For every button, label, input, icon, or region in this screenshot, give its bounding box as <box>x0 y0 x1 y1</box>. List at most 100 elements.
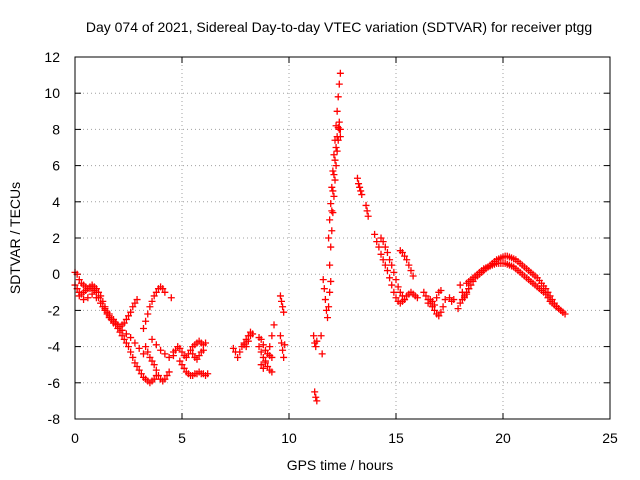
data-point <box>75 276 83 284</box>
data-point <box>328 207 336 215</box>
data-point <box>242 343 250 351</box>
data-point <box>325 303 333 311</box>
series-sat-aa <box>371 230 421 307</box>
data-point <box>319 276 327 284</box>
data-point <box>542 290 550 298</box>
data-point <box>326 216 334 224</box>
data-point <box>80 296 88 304</box>
data-point <box>270 321 278 329</box>
data-point <box>375 243 383 251</box>
data-point <box>176 357 184 365</box>
x-tick-label: 15 <box>388 430 404 446</box>
data-point <box>422 292 430 300</box>
data-point <box>364 212 372 220</box>
data-point <box>312 343 320 351</box>
data-point <box>383 248 391 256</box>
y-axis-label: SDTVAR / TECUs <box>7 182 23 294</box>
data-point <box>396 288 404 296</box>
y-tick-label: 12 <box>44 49 60 65</box>
data-point <box>281 341 289 349</box>
series-sat-ag <box>463 259 567 316</box>
data-point <box>358 191 366 199</box>
data-point <box>165 353 173 361</box>
data-point <box>244 337 252 345</box>
data-point <box>84 294 92 302</box>
data-point <box>139 325 147 332</box>
data-point <box>401 252 409 260</box>
data-point <box>326 261 334 269</box>
y-tick-label: 4 <box>52 194 60 210</box>
data-point <box>279 303 287 311</box>
data-point <box>122 339 130 347</box>
data-point <box>439 303 447 311</box>
series-sat-b <box>71 281 141 331</box>
data-point <box>261 346 269 354</box>
data-point <box>334 93 342 101</box>
chart-title: Day 074 of 2021, Sidereal Day-to-day VTE… <box>86 19 592 35</box>
data-point <box>379 238 387 246</box>
series-sat-o <box>257 321 278 372</box>
data-point <box>363 207 371 215</box>
data-point <box>446 294 453 302</box>
data-point <box>381 243 389 251</box>
data-point <box>88 290 96 298</box>
data-point <box>325 234 333 242</box>
data-point <box>388 281 396 289</box>
series-sat-f <box>148 335 177 361</box>
series-sat-ac <box>396 247 417 280</box>
data-point <box>152 341 160 349</box>
data-point <box>336 69 344 77</box>
data-point <box>321 296 329 304</box>
data-point <box>424 299 432 307</box>
data-point <box>178 361 186 369</box>
y-tick-label: -4 <box>48 339 61 355</box>
data-point <box>320 285 328 293</box>
data-point <box>118 326 126 334</box>
data-point <box>268 368 276 376</box>
data-point <box>460 294 468 302</box>
data-point <box>409 272 417 280</box>
y-tick-label: -8 <box>48 411 61 427</box>
data-point <box>278 297 286 305</box>
data-point <box>333 147 341 155</box>
data-point <box>330 192 338 200</box>
data-point <box>92 285 100 293</box>
data-point <box>437 286 445 294</box>
data-point <box>357 187 365 195</box>
data-point <box>456 281 464 289</box>
data-point <box>229 344 237 352</box>
x-tick-label: 20 <box>495 430 511 446</box>
data-point <box>110 315 118 323</box>
data-point <box>405 261 413 269</box>
y-tick-label: 8 <box>52 121 60 137</box>
data-point <box>187 346 195 354</box>
series-sat-e <box>142 343 173 385</box>
data-point <box>154 372 162 380</box>
series-sat-ah <box>456 281 473 302</box>
data-point <box>122 330 130 338</box>
data-point <box>75 292 83 300</box>
data-point <box>266 343 274 351</box>
series-sat-i <box>176 357 212 380</box>
series-sat-q <box>276 332 289 361</box>
data-point <box>326 288 334 296</box>
data-point <box>264 350 272 358</box>
data-point <box>97 299 105 307</box>
data-point <box>279 346 287 354</box>
data-point <box>317 332 325 340</box>
data-point <box>268 332 276 340</box>
data-point <box>120 335 128 343</box>
data-point <box>236 348 244 356</box>
data-point <box>167 294 175 302</box>
data-point <box>148 335 156 343</box>
data-point <box>125 312 132 320</box>
data-point <box>148 297 156 305</box>
data-point <box>159 285 167 293</box>
data-point <box>148 357 156 365</box>
data-point <box>386 274 394 282</box>
data-point <box>204 370 212 378</box>
data-point <box>559 308 567 316</box>
data-point <box>193 355 201 363</box>
x-tick-label: 10 <box>281 430 297 446</box>
data-point <box>388 261 396 269</box>
